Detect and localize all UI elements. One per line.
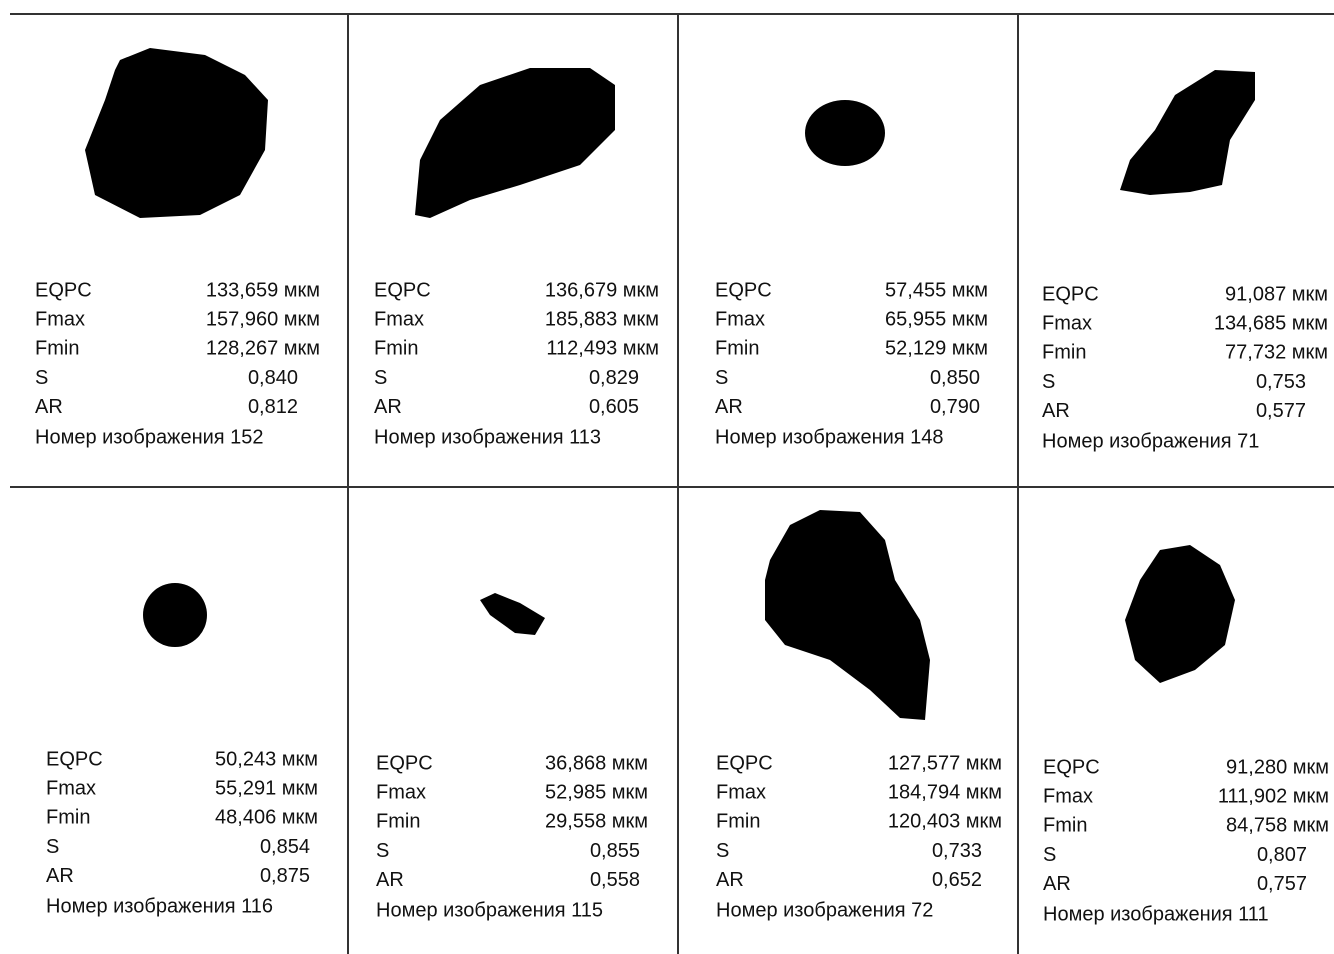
particle xyxy=(85,48,268,218)
image-number: Номер изображения 113 xyxy=(374,426,601,448)
param-label: Fmin xyxy=(35,338,79,360)
param-label: S xyxy=(35,367,48,389)
param-label: AR xyxy=(1042,400,1070,422)
param-value: 157,960 мкм xyxy=(206,308,320,330)
param-label: Fmin xyxy=(716,811,760,833)
param-value: 0,850 xyxy=(930,367,980,389)
param-label: EQPC xyxy=(716,752,773,774)
param-value: 134,685 мкм xyxy=(1214,312,1328,334)
param-label: EQPC xyxy=(1042,283,1099,305)
param-label: EQPC xyxy=(46,748,103,770)
param-value: 0,753 xyxy=(1256,371,1306,393)
param-label: AR xyxy=(35,396,63,418)
image-number: Номер изображения 72 xyxy=(716,899,933,921)
param-value: 0,733 xyxy=(932,840,982,862)
param-label: EQPC xyxy=(35,279,92,301)
particle xyxy=(765,510,930,720)
image-number: Номер изображения 115 xyxy=(376,899,603,921)
param-value: 136,679 мкм xyxy=(545,279,659,301)
param-label: Fmax xyxy=(374,308,424,330)
param-value: 0,829 xyxy=(589,367,639,389)
param-label: Fmax xyxy=(1042,312,1092,334)
param-label: S xyxy=(374,367,387,389)
image-number: Номер изображения 111 xyxy=(1043,903,1269,925)
param-label: S xyxy=(376,840,389,862)
param-label: Fmax xyxy=(376,781,426,803)
param-value: 0,854 xyxy=(260,836,310,858)
image-number: Номер изображения 116 xyxy=(46,895,273,917)
param-label: Fmin xyxy=(374,338,418,360)
image-number: Номер изображения 152 xyxy=(35,426,264,448)
param-value: 50,243 мкм xyxy=(215,748,318,770)
param-label: Fmax xyxy=(35,308,85,330)
param-label: Fmin xyxy=(1043,815,1087,837)
param-value: 91,087 мкм xyxy=(1225,283,1328,305)
param-label: Fmin xyxy=(715,338,759,360)
param-label: S xyxy=(715,367,728,389)
param-label: S xyxy=(716,840,729,862)
particle xyxy=(1120,70,1255,195)
param-value: 36,868 мкм xyxy=(545,752,648,774)
param-value: 111,902 мкм xyxy=(1218,785,1329,807)
param-value: 0,652 xyxy=(932,869,982,891)
particle xyxy=(1125,545,1235,683)
param-value: 48,406 мкм xyxy=(215,807,318,829)
param-label: Fmax xyxy=(1043,785,1093,807)
particle xyxy=(805,100,885,166)
param-label: AR xyxy=(376,869,404,891)
param-label: AR xyxy=(716,869,744,891)
param-value: 0,812 xyxy=(248,396,298,418)
param-value: 128,267 мкм xyxy=(206,338,320,360)
param-value: 0,807 xyxy=(1257,844,1307,866)
param-value: 65,955 мкм xyxy=(885,308,988,330)
param-label: S xyxy=(46,836,59,858)
param-value: 0,605 xyxy=(589,396,639,418)
param-value: 52,985 мкм xyxy=(545,781,648,803)
param-value: 0,577 xyxy=(1256,400,1306,422)
figure: EQPC 133,659 мкм Fmax 157,960 мкм Fmin 128,26… xyxy=(0,0,1334,954)
param-value: 91,280 мкм xyxy=(1226,756,1329,778)
param-value: 184,794 мкм xyxy=(888,781,1002,803)
param-label: AR xyxy=(46,865,74,887)
param-value: 120,403 мкм xyxy=(888,811,1002,833)
param-value: 77,732 мкм xyxy=(1225,342,1328,364)
param-label: EQPC xyxy=(376,752,433,774)
param-value: 55,291 мкм xyxy=(215,777,318,799)
param-label: EQPC xyxy=(715,279,772,301)
param-label: Fmax xyxy=(716,781,766,803)
param-value: 84,758 мкм xyxy=(1226,815,1329,837)
param-label: AR xyxy=(374,396,402,418)
param-value: 57,455 мкм xyxy=(885,279,988,301)
param-label: Fmin xyxy=(46,807,90,829)
param-label: AR xyxy=(1043,873,1071,895)
param-value: 0,558 xyxy=(590,869,640,891)
param-value: 0,757 xyxy=(1257,873,1307,895)
param-value: 0,790 xyxy=(930,396,980,418)
param-value: 0,855 xyxy=(590,840,640,862)
param-label: S xyxy=(1042,371,1055,393)
param-value: 127,577 мкм xyxy=(888,752,1002,774)
param-label: Fmin xyxy=(376,811,420,833)
param-value: 133,659 мкм xyxy=(206,279,320,301)
image-number: Номер изображения 71 xyxy=(1042,430,1259,452)
param-label: EQPC xyxy=(1043,756,1100,778)
param-label: EQPC xyxy=(374,279,431,301)
particle xyxy=(415,68,615,218)
param-value: 185,883 мкм xyxy=(545,308,659,330)
particle xyxy=(143,583,207,647)
param-value: 52,129 мкм xyxy=(885,338,988,360)
param-value: 29,558 мкм xyxy=(545,811,648,833)
particle xyxy=(480,593,545,635)
param-label: Fmax xyxy=(46,777,96,799)
image-number: Номер изображения 148 xyxy=(715,426,944,448)
param-label: Fmin xyxy=(1042,342,1086,364)
param-label: S xyxy=(1043,844,1056,866)
param-value: 112,493 мкм xyxy=(546,338,659,360)
param-label: AR xyxy=(715,396,743,418)
param-value: 0,840 xyxy=(248,367,298,389)
param-label: Fmax xyxy=(715,308,765,330)
param-value: 0,875 xyxy=(260,865,310,887)
